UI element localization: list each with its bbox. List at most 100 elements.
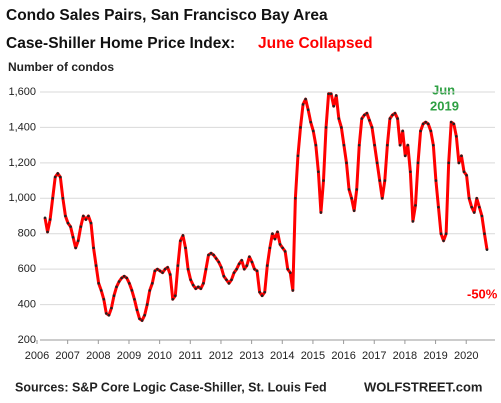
x-tick-label: 2014 bbox=[270, 350, 294, 362]
marker bbox=[148, 289, 152, 292]
marker bbox=[444, 232, 448, 236]
y-tick-label: 1,000 bbox=[8, 192, 36, 204]
marker bbox=[161, 271, 164, 274]
marker bbox=[84, 218, 88, 221]
marker bbox=[163, 267, 167, 271]
marker bbox=[449, 120, 453, 124]
marker bbox=[202, 282, 205, 285]
marker bbox=[322, 179, 325, 182]
marker bbox=[296, 154, 300, 158]
marker bbox=[115, 285, 118, 289]
marker bbox=[186, 267, 190, 271]
x-tick-label: 2009 bbox=[117, 350, 141, 362]
marker bbox=[97, 282, 100, 285]
marker bbox=[204, 267, 208, 271]
marker bbox=[439, 232, 443, 236]
chart-title: Condo Sales Pairs, San Francisco Bay Are… bbox=[6, 7, 328, 24]
marker bbox=[478, 205, 481, 209]
marker bbox=[416, 161, 420, 165]
marker bbox=[442, 239, 445, 243]
marker bbox=[168, 273, 172, 276]
marker bbox=[291, 289, 295, 292]
marker bbox=[133, 297, 136, 301]
marker bbox=[69, 225, 72, 228]
marker bbox=[122, 274, 126, 278]
marker bbox=[437, 205, 440, 209]
x-tick-label: 2010 bbox=[147, 350, 171, 362]
x-tick-label: 2012 bbox=[209, 350, 233, 362]
marker bbox=[176, 264, 180, 267]
marker bbox=[184, 246, 187, 250]
marker bbox=[230, 278, 233, 282]
marker bbox=[265, 264, 269, 267]
x-tick-label: 2016 bbox=[331, 350, 355, 362]
marker bbox=[245, 264, 249, 267]
y-tick-label: 1,400 bbox=[8, 121, 36, 133]
marker bbox=[360, 117, 364, 120]
marker bbox=[87, 214, 90, 218]
marker bbox=[59, 175, 62, 179]
marker bbox=[276, 230, 279, 234]
marker bbox=[240, 258, 244, 262]
marker bbox=[145, 303, 149, 306]
marker bbox=[189, 278, 192, 282]
marker bbox=[434, 179, 438, 182]
marker bbox=[212, 253, 215, 257]
marker bbox=[43, 216, 47, 220]
marker bbox=[411, 220, 415, 223]
chart-subtitle-highlight: June Collapsed bbox=[258, 35, 373, 52]
marker bbox=[396, 117, 399, 120]
marker bbox=[199, 287, 203, 290]
marker bbox=[352, 209, 356, 212]
marker bbox=[102, 297, 106, 301]
marker bbox=[363, 113, 366, 117]
marker bbox=[51, 196, 54, 200]
marker bbox=[483, 232, 486, 236]
marker bbox=[342, 143, 346, 147]
annotation: 2019 bbox=[430, 98, 459, 113]
marker bbox=[237, 262, 241, 266]
marker bbox=[455, 134, 458, 138]
marker bbox=[357, 143, 361, 147]
marker bbox=[375, 161, 379, 165]
x-tick-label: 2017 bbox=[362, 350, 386, 362]
marker bbox=[268, 246, 272, 250]
marker bbox=[286, 267, 290, 271]
marker bbox=[324, 126, 328, 129]
marker bbox=[426, 122, 430, 126]
marker bbox=[370, 126, 374, 129]
marker bbox=[288, 271, 292, 274]
marker bbox=[99, 289, 103, 292]
marker bbox=[92, 246, 95, 250]
marker bbox=[472, 211, 476, 214]
marker bbox=[171, 297, 175, 301]
marker bbox=[222, 274, 226, 278]
marker bbox=[117, 280, 121, 283]
marker bbox=[467, 196, 471, 200]
marker bbox=[414, 204, 417, 207]
marker bbox=[255, 269, 259, 273]
marker bbox=[258, 290, 261, 294]
marker bbox=[217, 260, 221, 264]
marker bbox=[311, 129, 315, 133]
y-tick-label: 800 bbox=[18, 228, 36, 240]
marker bbox=[89, 221, 93, 225]
marker bbox=[485, 248, 489, 251]
y-axis-label: Number of condos bbox=[8, 60, 114, 74]
marker bbox=[110, 306, 113, 310]
marker bbox=[319, 211, 323, 214]
marker bbox=[235, 267, 238, 271]
y-tick-label: 600 bbox=[18, 263, 36, 275]
marker bbox=[317, 170, 320, 174]
marker bbox=[334, 94, 338, 97]
x-tick-label: 2006 bbox=[25, 350, 49, 362]
marker bbox=[386, 143, 389, 147]
marker bbox=[242, 267, 246, 271]
chart-subtitle: Case-Shiller Home Price Index: bbox=[6, 35, 235, 52]
brand: WOLFSTREET.com bbox=[364, 379, 482, 394]
marker bbox=[166, 266, 169, 269]
annotation: Jun bbox=[432, 82, 455, 97]
marker bbox=[227, 282, 231, 285]
marker bbox=[347, 188, 351, 191]
